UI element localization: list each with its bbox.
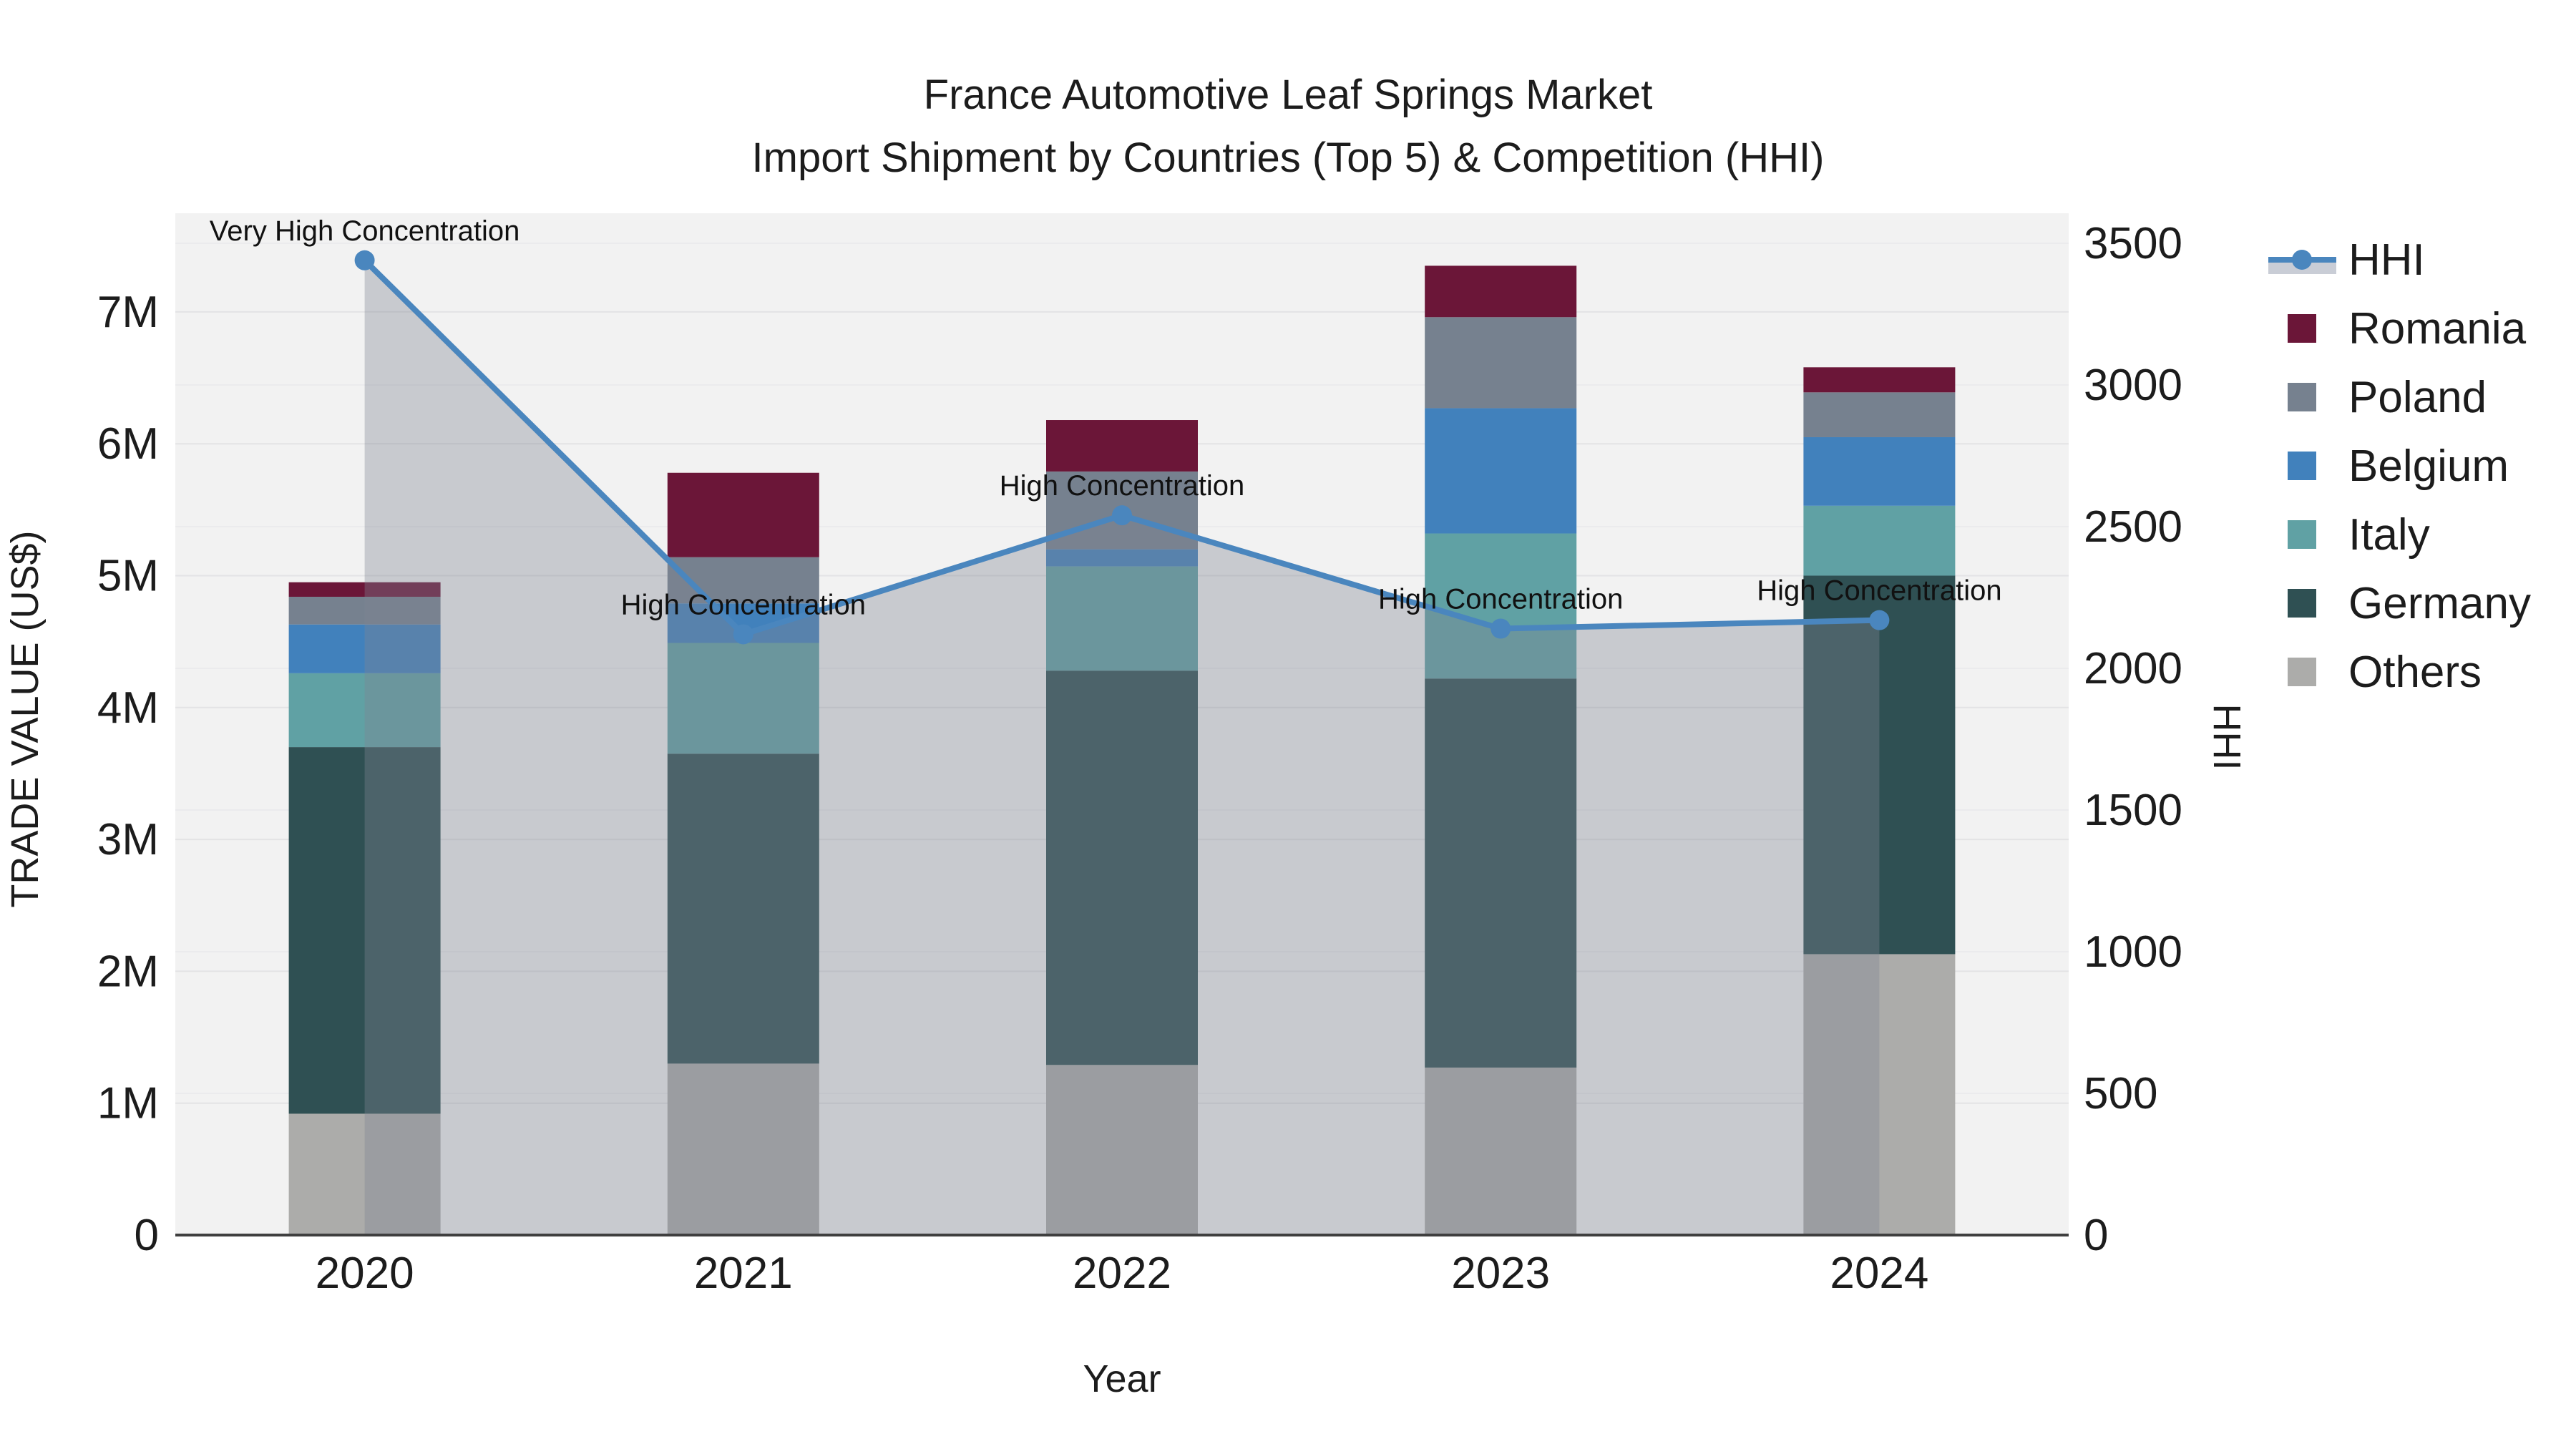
bar-segment-romania-2020[interactable]: [288, 582, 441, 597]
hhi-marker-2021[interactable]: [733, 624, 753, 645]
legend-label-germany: Germany: [2348, 578, 2531, 628]
bar-segment-belgium-2020[interactable]: [288, 624, 441, 673]
bar-segment-poland-2020[interactable]: [288, 596, 441, 625]
y-axis-title-left: TRADE VALUE (US$): [4, 530, 47, 908]
chart-legend: HHI Romania Poland Belgium Italy Germany Other…: [2258, 225, 2531, 706]
left-tick-4M: 4M: [97, 683, 159, 733]
annotation-2023: High Concentration: [1378, 584, 1623, 615]
legend-item-poland[interactable]: Poland: [2258, 363, 2531, 431]
legend-item-others[interactable]: Others: [2258, 638, 2531, 706]
swatch-others: [2288, 658, 2316, 686]
hhi-dot-glyph: [2292, 250, 2312, 270]
legend-item-hhi[interactable]: HHI: [2258, 225, 2531, 294]
legend-swatch-icon: [2258, 638, 2348, 706]
bar-segment-belgium-2023[interactable]: [1425, 408, 1577, 534]
bar-segment-belgium-2022[interactable]: [1046, 549, 1198, 567]
bar-segment-others-2024[interactable]: [1803, 954, 1956, 1235]
bar-segment-germany-2023[interactable]: [1425, 678, 1577, 1068]
right-tick-3500: 3500: [2084, 219, 2182, 268]
hhi-line-sample-icon: [2258, 225, 2348, 294]
left-tick-1M: 1M: [97, 1079, 159, 1128]
bar-segment-others-2020[interactable]: [288, 1113, 441, 1235]
bar-segment-italy-2024[interactable]: [1803, 505, 1956, 576]
bar-segment-italy-2020[interactable]: [288, 673, 441, 748]
bar-segment-germany-2022[interactable]: [1046, 670, 1198, 1065]
bar-segment-poland-2023[interactable]: [1425, 317, 1577, 409]
x-tick-2023: 2023: [1451, 1249, 1550, 1298]
bar-segment-germany-2021[interactable]: [667, 753, 819, 1064]
bar-segment-italy-2021[interactable]: [667, 643, 819, 754]
hhi-legend-sample: [2268, 225, 2336, 294]
bar-segment-italy-2023[interactable]: [1425, 533, 1577, 679]
bar-segment-belgium-2024[interactable]: [1803, 436, 1956, 506]
hhi-area-fill: [364, 260, 1880, 1235]
hhi-marker-2020[interactable]: [354, 250, 375, 270]
right-tick-1000: 1000: [2084, 927, 2182, 977]
left-tick-2M: 2M: [97, 947, 159, 996]
x-tick-2021: 2021: [694, 1249, 793, 1298]
hhi-marker-2023[interactable]: [1491, 618, 1511, 639]
right-tick-2000: 2000: [2084, 644, 2182, 693]
right-tick-3000: 3000: [2084, 361, 2182, 410]
x-tick-2020: 2020: [316, 1249, 414, 1298]
legend-label-belgium: Belgium: [2348, 441, 2509, 491]
legend-swatch-icon: [2258, 569, 2348, 638]
bar-segment-germany-2020[interactable]: [288, 747, 441, 1114]
left-tick-0: 0: [135, 1211, 159, 1260]
annotation-2024: High Concentration: [1757, 575, 2001, 607]
swatch-italy: [2288, 520, 2316, 549]
bar-segment-germany-2024[interactable]: [1803, 575, 1956, 955]
bar-segment-others-2023[interactable]: [1425, 1067, 1577, 1235]
hhi-marker-2022[interactable]: [1112, 505, 1132, 526]
annotation-2020: Very High Concentration: [210, 215, 520, 247]
legend-swatch-icon: [2258, 500, 2348, 569]
legend-label-poland: Poland: [2348, 372, 2487, 422]
bar-segment-others-2022[interactable]: [1046, 1065, 1198, 1235]
x-tick-2022: 2022: [1073, 1249, 1171, 1298]
right-tick-1500: 1500: [2084, 786, 2182, 835]
bar-segment-romania-2022[interactable]: [1046, 420, 1198, 472]
legend-item-romania[interactable]: Romania: [2258, 294, 2531, 363]
right-tick-0: 0: [2084, 1211, 2108, 1260]
left-tick-3M: 3M: [97, 815, 159, 864]
bar-segment-romania-2023[interactable]: [1425, 265, 1577, 318]
right-tick-2500: 2500: [2084, 502, 2182, 552]
legend-item-italy[interactable]: Italy: [2258, 500, 2531, 569]
annotation-2021: High Concentration: [621, 589, 866, 620]
annotation-2022: High Concentration: [1000, 470, 1244, 502]
chart-title-line2: Import Shipment by Countries (Top 5) & C…: [751, 135, 1825, 181]
chart-title-line1: France Automotive Leaf Springs Market: [923, 72, 1653, 118]
bar-segment-romania-2024[interactable]: [1803, 367, 1956, 393]
x-tick-2024: 2024: [1830, 1249, 1928, 1298]
y-axis-title-right: HHI: [2205, 703, 2248, 771]
legend-label-italy: Italy: [2348, 509, 2430, 560]
legend-label-others: Others: [2348, 647, 2482, 697]
left-tick-6M: 6M: [97, 419, 159, 469]
legend-item-belgium[interactable]: Belgium: [2258, 431, 2531, 500]
bar-segment-romania-2021[interactable]: [667, 472, 819, 557]
bar-segment-poland-2024[interactable]: [1803, 392, 1956, 437]
legend-label-hhi: HHI: [2348, 235, 2425, 285]
swatch-belgium: [2288, 452, 2316, 480]
legend-swatch-icon: [2258, 363, 2348, 431]
swatch-germany: [2288, 589, 2316, 618]
swatch-romania: [2288, 314, 2316, 343]
legend-item-germany[interactable]: Germany: [2258, 569, 2531, 638]
right-tick-500: 500: [2084, 1069, 2157, 1118]
hhi-marker-2024[interactable]: [1869, 610, 1890, 630]
legend-swatch-icon: [2258, 431, 2348, 500]
legend-label-romania: Romania: [2348, 303, 2527, 353]
bar-segment-italy-2022[interactable]: [1046, 566, 1198, 671]
x-axis-title: Year: [1083, 1357, 1161, 1400]
bar-segment-poland-2021[interactable]: [667, 557, 819, 604]
swatch-poland: [2288, 383, 2316, 411]
left-tick-5M: 5M: [97, 552, 159, 601]
legend-swatch-icon: [2258, 294, 2348, 363]
left-tick-7M: 7M: [97, 288, 159, 337]
bar-segment-others-2021[interactable]: [667, 1063, 819, 1235]
